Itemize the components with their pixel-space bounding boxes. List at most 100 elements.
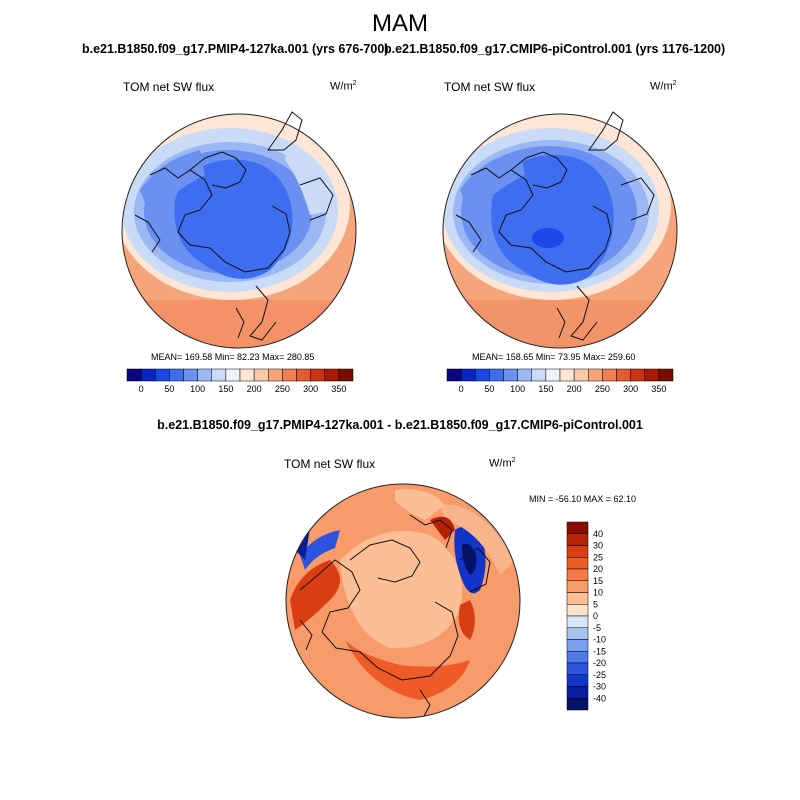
polar-map-2 (442, 111, 678, 349)
diff-panel-stats: MIN = -56.10 MAX = 62.10 (529, 494, 637, 504)
colorbar-tick-label: 15 (593, 576, 603, 586)
colorbar-swatch (658, 368, 674, 382)
colorbar-tick-label: 100 (190, 384, 205, 394)
panel-1-stats: MEAN= 169.58 Min= 82.23 Max= 280.85 (151, 352, 315, 362)
colorbar-swatch (531, 368, 547, 382)
colorbar-swatch (566, 533, 589, 546)
colorbar-swatch (566, 627, 589, 640)
colorbar-swatch (566, 615, 589, 628)
colorbar-swatch (566, 557, 589, 570)
colorbar-swatch (211, 368, 227, 382)
figure-title: MAM (372, 10, 428, 37)
colorbar-tick-label: 0 (139, 384, 144, 394)
colorbar-swatch (566, 568, 589, 581)
colorbar-swatch (253, 368, 269, 382)
colorbar-swatch (324, 368, 340, 382)
colorbar-panel-2: 0 50 100 150 200 250 300 350 (446, 368, 674, 394)
colorbar-swatch (566, 592, 589, 605)
colorbar-swatch (630, 368, 645, 382)
colorbar-swatch (566, 545, 589, 558)
panel-2-units: W/m2 (650, 80, 677, 93)
colorbar-tick-label: -30 (593, 682, 606, 692)
colorbar-swatch (475, 368, 490, 382)
colorbar-swatch (197, 368, 212, 382)
panel-1-title: b.e21.B1850.f09_g17.PMIP4-127ka.001 (yrs… (82, 42, 389, 56)
colorbar-swatch (282, 368, 297, 382)
map-3-coastlines (299, 514, 491, 717)
colorbar-swatch (460, 368, 476, 382)
colorbar-swatch (126, 368, 142, 382)
colorbar-swatch (446, 368, 462, 382)
colorbar-swatch (588, 368, 603, 382)
polar-map-difference (285, 483, 521, 719)
colorbar-tick-label: -5 (593, 623, 601, 633)
colorbar-swatch (602, 368, 617, 382)
map-1-coastlines (134, 111, 334, 341)
colorbar-swatch (503, 368, 518, 382)
colorbar-swatch (616, 368, 631, 382)
colorbar-tick-label: 30 (593, 541, 603, 551)
colorbar-tick-label: -10 (593, 635, 606, 645)
colorbar-tick-label: 25 (593, 552, 603, 562)
colorbar-swatch (573, 368, 589, 382)
polar-map-1 (121, 111, 357, 349)
colorbar-tick-label: 0 (593, 611, 598, 621)
colorbar-swatch (140, 368, 156, 382)
colorbar-swatch (566, 639, 589, 652)
colorbar-swatch (169, 368, 184, 382)
colorbar-swatch (566, 686, 589, 699)
colorbar-tick-label: 10 (593, 588, 603, 598)
map-2-coastlines (455, 111, 655, 341)
colorbar-swatch (338, 368, 354, 382)
colorbar-swatch (268, 368, 283, 382)
colorbar-tick-label: 350 (331, 384, 346, 394)
panel-2-stats: MEAN= 158.65 Min= 73.95 Max= 259.60 (472, 352, 636, 362)
colorbar-swatch (566, 521, 589, 534)
colorbar-tick-label: 0 (459, 384, 464, 394)
diff-panel-variable: TOM net SW flux (284, 457, 376, 471)
colorbar-tick-label: 50 (484, 384, 494, 394)
colorbar-swatch (566, 604, 589, 617)
colorbar-swatch (183, 368, 198, 382)
colorbar-swatch (566, 651, 589, 664)
diff-panel-title: b.e21.B1850.f09_g17.PMIP4-127ka.001 - b.… (157, 418, 643, 432)
panel-2-title: b.e21.B1850.f09_g17.CMIP6-piControl.001 … (384, 42, 726, 56)
colorbar-tick-label: 50 (164, 384, 174, 394)
colorbar-swatch (296, 368, 311, 382)
colorbar-swatch (155, 368, 170, 382)
colorbar-tick-label: 350 (651, 384, 666, 394)
colorbar-tick-label: 200 (247, 384, 262, 394)
colorbar-tick-label: 200 (567, 384, 582, 394)
colorbar-tick-label: -15 (593, 646, 606, 656)
colorbar-tick-label: 250 (275, 384, 290, 394)
colorbar-tick-label: 300 (623, 384, 638, 394)
panel-2-variable: TOM net SW flux (444, 80, 536, 94)
colorbar-tick-label: 150 (538, 384, 553, 394)
colorbar-swatch (566, 580, 589, 593)
panel-1-units: W/m2 (330, 80, 357, 93)
colorbar-swatch (517, 368, 532, 382)
colorbar-swatch (310, 368, 325, 382)
colorbar-swatch (489, 368, 504, 382)
colorbar-swatch (566, 698, 589, 711)
colorbar-tick-label: 40 (593, 529, 603, 539)
colorbar-tick-label: -25 (593, 670, 606, 680)
colorbar-tick-label: -40 (593, 693, 606, 703)
colorbar-swatch (559, 368, 575, 382)
colorbar-tick-label: 250 (595, 384, 610, 394)
colorbar-swatch (239, 368, 255, 382)
colorbar-swatch (566, 662, 589, 675)
colorbar-tick-label: 150 (218, 384, 233, 394)
colorbar-swatch (644, 368, 660, 382)
colorbar-panel-1: 0 50 100 150 200 250 300 350 (126, 368, 354, 394)
colorbar-tick-label: 300 (303, 384, 318, 394)
colorbar-tick-label: -20 (593, 658, 606, 668)
panel-1-variable: TOM net SW flux (123, 80, 215, 94)
map-3-ice-field (340, 530, 462, 649)
colorbar-swatch (225, 368, 241, 382)
colorbar-swatch (545, 368, 561, 382)
colorbar-tick-label: 20 (593, 564, 603, 574)
diff-panel-units: W/m2 (489, 457, 516, 470)
